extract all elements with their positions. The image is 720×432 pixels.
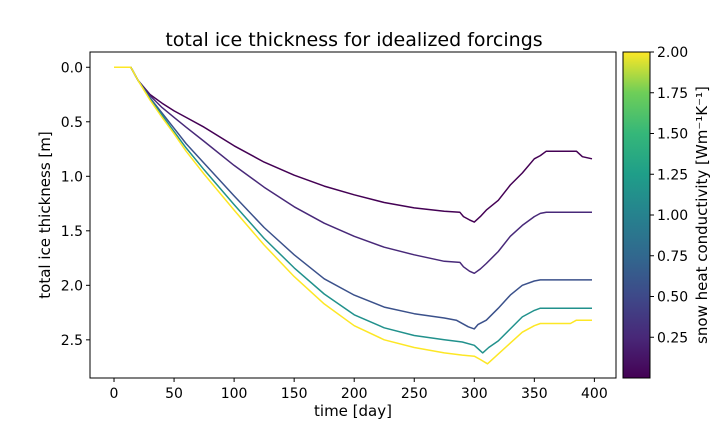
- colorbar-ticks: 0.25 0.50 0.75 1.00 1.25 1.50 1.75 2.00: [650, 45, 688, 346]
- series-line-0: [114, 66, 593, 223]
- y-axis-ticks: 0.0 0.5 1.0 1.5 2.0 2.5: [61, 60, 90, 349]
- x-tick-label-2: 100: [221, 386, 248, 402]
- colorbar-tick-label-0: 0.25: [657, 330, 688, 346]
- series-group: [114, 66, 593, 365]
- colorbar-tick-label-2: 0.75: [657, 249, 688, 265]
- y-tick-label-1: 0.5: [61, 115, 83, 131]
- x-tick-label-6: 300: [461, 386, 488, 402]
- y-tick-label-2: 1.0: [61, 169, 83, 185]
- y-axis-label: total ice thickness [m]: [36, 131, 54, 298]
- colorbar-tick-label-4: 1.25: [657, 167, 688, 183]
- x-tick-label-5: 250: [401, 386, 428, 402]
- colorbar: [622, 51, 651, 379]
- x-tick-label-1: 50: [165, 386, 183, 402]
- x-tick-label-0: 0: [110, 386, 119, 402]
- series-line-3: [114, 66, 592, 354]
- x-tick-label-3: 150: [281, 386, 308, 402]
- colorbar-tick-label-3: 1.00: [657, 208, 688, 224]
- chart-title: total ice thickness for idealized forcin…: [165, 29, 542, 51]
- x-axis-ticks: 0 50 100 150 200 250 300 350 400: [110, 378, 608, 402]
- y-tick-label-0: 0.0: [61, 60, 83, 76]
- colorbar-label: snow heat conductivity [Wm⁻¹K⁻¹]: [693, 86, 711, 344]
- colorbar-tick-label-6: 1.75: [657, 86, 688, 102]
- x-tick-label-7: 350: [521, 386, 548, 402]
- series-line-2: [114, 66, 592, 330]
- colorbar-tick-label-5: 1.50: [657, 127, 688, 143]
- series-line-1: [114, 66, 592, 275]
- x-tick-label-4: 200: [341, 386, 368, 402]
- x-tick-label-8: 400: [581, 386, 608, 402]
- plot-area: [89, 51, 617, 379]
- x-axis-label: time [day]: [314, 402, 392, 420]
- y-tick-label-3: 1.5: [61, 224, 83, 240]
- y-tick-label-5: 2.5: [61, 333, 83, 349]
- colorbar-tick-label-1: 0.50: [657, 290, 688, 306]
- y-tick-label-4: 2.0: [61, 278, 83, 294]
- series-line-4: [114, 66, 592, 365]
- colorbar-tick-label-7: 2.00: [657, 45, 688, 61]
